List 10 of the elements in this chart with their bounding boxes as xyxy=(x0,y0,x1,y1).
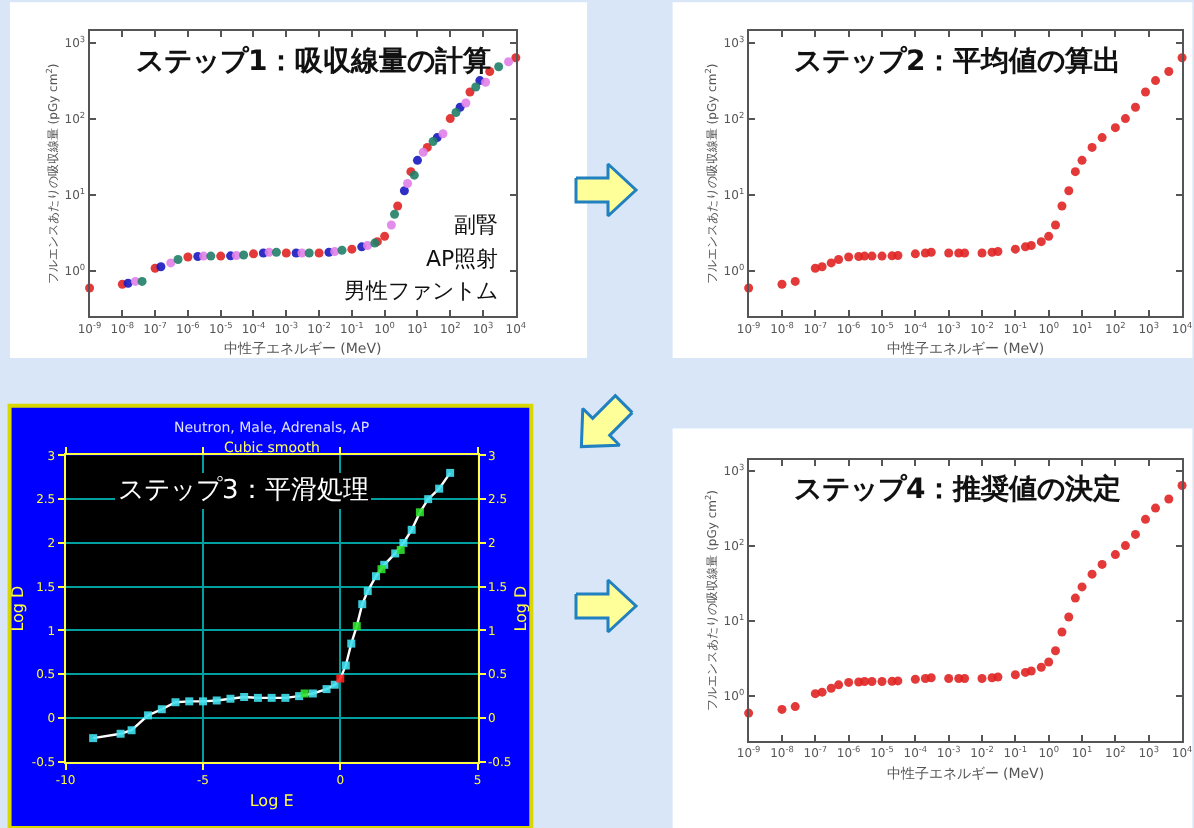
annotation: ステップ3：平滑処理 xyxy=(118,476,369,506)
text: ステップ2：平均値の算出 xyxy=(794,44,1122,78)
y-axis-title: Log D xyxy=(9,585,28,632)
annotation: 男性ファントム xyxy=(344,278,498,304)
annotation: 副腎 xyxy=(454,212,498,238)
text: ステップ4：推奨値の決定 xyxy=(794,472,1122,506)
x-axis-title: Log E xyxy=(249,792,294,811)
y2-axis-title: Log D xyxy=(511,585,530,632)
text: ステップ1：吸収線量の計算 xyxy=(136,44,492,78)
annotation: AP照射 xyxy=(426,246,499,272)
